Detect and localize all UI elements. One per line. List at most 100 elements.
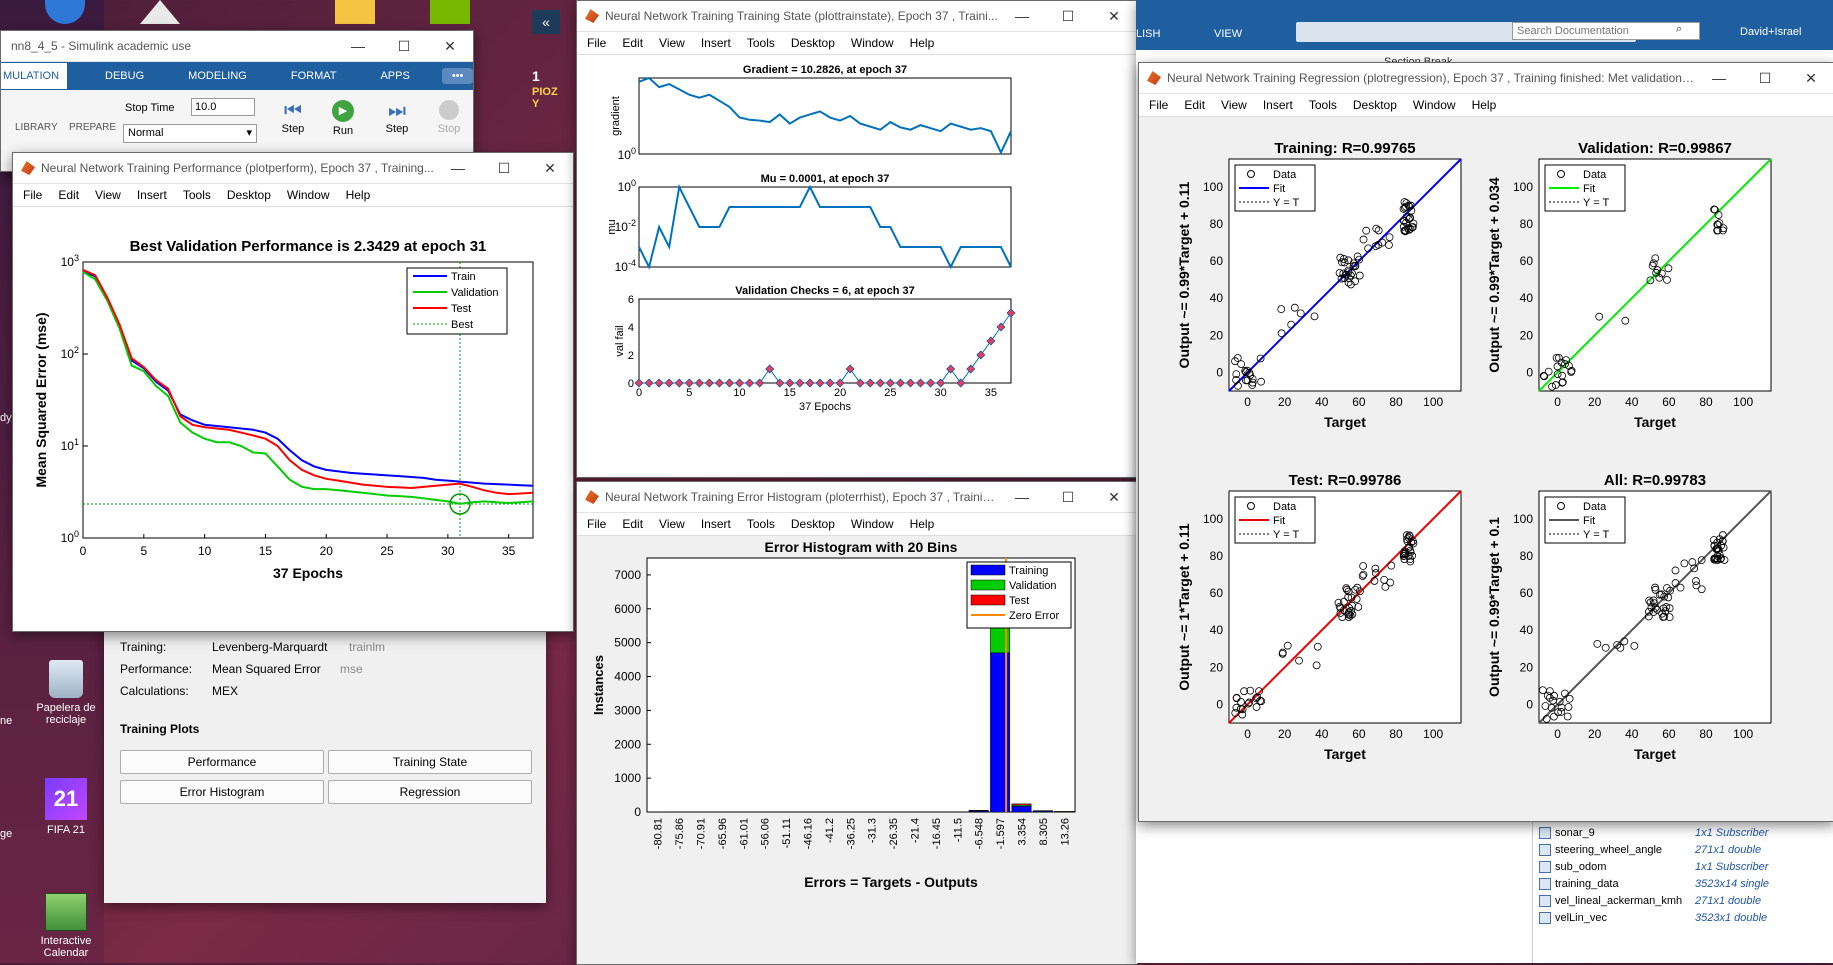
- tab-view[interactable]: VIEW: [1214, 28, 1242, 40]
- y-tick-label: 80: [1520, 549, 1534, 563]
- legend-label: Validation: [451, 287, 499, 299]
- menu-file[interactable]: File: [581, 36, 616, 50]
- menu-tools[interactable]: Tools: [1303, 98, 1347, 112]
- search-icon[interactable]: ⌕: [1676, 23, 1682, 36]
- desktop-icon-recycle-bin[interactable]: Papelera de reciclaje: [26, 660, 106, 726]
- menu-view[interactable]: View: [653, 517, 695, 531]
- close-icon[interactable]: ✕: [1788, 70, 1833, 87]
- menu-window[interactable]: Window: [1407, 98, 1466, 112]
- tab-publish[interactable]: LISH: [1136, 28, 1160, 40]
- minimize-icon[interactable]: —: [1696, 70, 1742, 86]
- step-forward-button[interactable]: ⏭Step: [377, 100, 417, 135]
- close-icon[interactable]: ✕: [427, 38, 473, 55]
- menu-edit[interactable]: Edit: [1178, 98, 1215, 112]
- menu-window[interactable]: Window: [281, 188, 340, 202]
- menu-help[interactable]: Help: [1466, 98, 1507, 112]
- close-icon[interactable]: ✕: [1091, 8, 1137, 25]
- app-icon-top-3[interactable]: [335, 0, 375, 24]
- tab-debug[interactable]: DEBUG: [67, 70, 166, 82]
- menu-file[interactable]: File: [17, 188, 52, 202]
- trainstate-chart: Gradient = 10.2826, at epoch 37gradient1…: [577, 55, 1137, 477]
- x-tick-label: 0: [1244, 727, 1251, 741]
- performance-plot-button[interactable]: Performance: [120, 750, 324, 774]
- simulation-mode-select[interactable]: Normal ▾: [123, 124, 257, 143]
- y-axis-label: Output ~= 1*Target + 0.11: [1176, 523, 1192, 691]
- y-tick-label: 60: [1210, 586, 1224, 600]
- menu-insert[interactable]: Insert: [695, 517, 741, 531]
- maximize-icon[interactable]: ☐: [481, 160, 527, 177]
- step-back-button[interactable]: ⏮Step: [273, 100, 313, 135]
- simulink-title: nn8_4_5 - Simulink academic use: [11, 39, 335, 53]
- menu-file[interactable]: File: [1143, 98, 1178, 112]
- stop-button[interactable]: Stop: [429, 100, 469, 135]
- user-menu[interactable]: David+Israel: [1740, 26, 1801, 38]
- menu-insert[interactable]: Insert: [1257, 98, 1303, 112]
- maximize-icon[interactable]: ☐: [1742, 70, 1788, 87]
- error-histogram-plot-button[interactable]: Error Histogram: [120, 780, 324, 804]
- menu-edit[interactable]: Edit: [616, 36, 653, 50]
- menu-help[interactable]: Help: [340, 188, 381, 202]
- library-label: LIBRARY: [15, 122, 58, 133]
- plot-box: [639, 299, 1011, 383]
- y-axis-label: Output ~= 0.99*Target + 0.11: [1176, 181, 1192, 368]
- minimize-icon[interactable]: —: [999, 8, 1045, 24]
- tab-modeling[interactable]: MODELING: [166, 70, 269, 82]
- maximize-icon[interactable]: ☐: [1045, 489, 1091, 506]
- menu-desktop[interactable]: Desktop: [1347, 98, 1407, 112]
- desktop-icon-calendar[interactable]: Interactive Calendar: [26, 893, 106, 959]
- close-icon[interactable]: ✕: [1091, 489, 1137, 506]
- menu-insert[interactable]: Insert: [695, 36, 741, 50]
- performance-label: Performance:: [120, 662, 192, 676]
- menu-help[interactable]: Help: [904, 36, 945, 50]
- menu-desktop[interactable]: Desktop: [785, 36, 845, 50]
- menu-tools[interactable]: Tools: [741, 517, 785, 531]
- menu-view[interactable]: View: [1215, 98, 1257, 112]
- maximize-icon[interactable]: ☐: [381, 38, 427, 55]
- menu-edit[interactable]: Edit: [52, 188, 89, 202]
- menu-file[interactable]: File: [581, 517, 616, 531]
- x-tick-label: 80: [1699, 395, 1713, 409]
- minimize-icon[interactable]: —: [999, 489, 1045, 505]
- menu-insert[interactable]: Insert: [131, 188, 177, 202]
- collapse-panel-button[interactable]: «: [532, 10, 560, 34]
- tab-simulation[interactable]: MULATION: [1, 63, 67, 89]
- training-state-plot-button[interactable]: Training State: [328, 750, 532, 774]
- calendar-icon: [45, 893, 87, 931]
- more-button[interactable]: •••: [442, 68, 474, 84]
- menu-tools[interactable]: Tools: [741, 36, 785, 50]
- menu-window[interactable]: Window: [845, 36, 904, 50]
- y-tick-label: 1000: [614, 771, 641, 785]
- menu-window[interactable]: Window: [845, 517, 904, 531]
- desktop-icon-fifa[interactable]: 21 FIFA 21: [26, 778, 106, 836]
- menu-view[interactable]: View: [89, 188, 131, 202]
- app-icon-top-4[interactable]: [430, 0, 470, 24]
- x-tick-label: -21.4: [910, 818, 922, 843]
- close-icon[interactable]: ✕: [527, 160, 573, 177]
- tab-apps[interactable]: APPS: [358, 70, 431, 82]
- search-documentation-input[interactable]: [1512, 22, 1700, 40]
- x-tick-label: 60: [1352, 727, 1366, 741]
- menu-desktop[interactable]: Desktop: [221, 188, 281, 202]
- menu-view[interactable]: View: [653, 36, 695, 50]
- menu-tools[interactable]: Tools: [177, 188, 221, 202]
- workspace-var-name: sonar_9: [1555, 827, 1695, 839]
- app-icon-top-2[interactable]: [140, 0, 180, 24]
- fifa-icon: 21: [45, 778, 87, 820]
- menu-help[interactable]: Help: [904, 517, 945, 531]
- menu-edit[interactable]: Edit: [616, 517, 653, 531]
- minimize-icon[interactable]: —: [335, 38, 381, 54]
- stop-time-input[interactable]: [191, 98, 255, 116]
- x-tick-label: -70.91: [696, 818, 708, 849]
- tab-format[interactable]: FORMAT: [269, 70, 359, 82]
- regression-plot-button[interactable]: Regression: [328, 780, 532, 804]
- menu-desktop[interactable]: Desktop: [785, 517, 845, 531]
- minimize-icon[interactable]: —: [435, 160, 481, 176]
- run-button[interactable]: ▶Run: [323, 100, 363, 137]
- maximize-icon[interactable]: ☐: [1045, 8, 1091, 25]
